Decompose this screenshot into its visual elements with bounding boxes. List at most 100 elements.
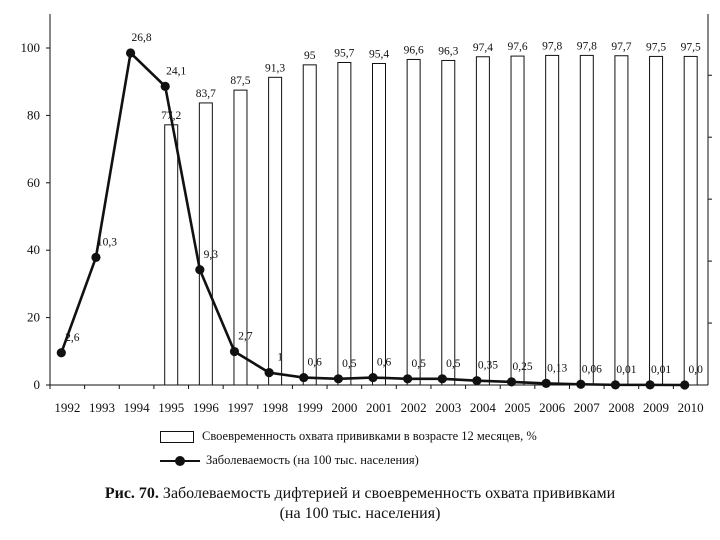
bar-value-label: 95,7 bbox=[334, 47, 354, 59]
incidence-value-label: 2,7 bbox=[238, 331, 253, 343]
bar-value-label: 95 bbox=[304, 50, 316, 62]
bar bbox=[302, 64, 317, 386]
incidence-point bbox=[333, 374, 343, 384]
caption-line2: (на 100 тыс. населения) bbox=[279, 505, 441, 522]
bar bbox=[649, 55, 664, 386]
incidence-point bbox=[680, 380, 690, 390]
incidence-point bbox=[195, 265, 205, 275]
bar bbox=[337, 61, 352, 386]
bar bbox=[233, 89, 248, 386]
bar bbox=[441, 59, 456, 386]
incidence-value-label: 0,0 bbox=[688, 364, 703, 376]
x-tick-label: 1999 bbox=[297, 400, 323, 415]
incidence-value-label: 0,01 bbox=[651, 364, 671, 376]
incidence-point bbox=[576, 379, 586, 389]
incidence-point bbox=[472, 376, 482, 386]
incidence-point bbox=[160, 81, 170, 92]
chart: 0 20 40 60 80 100 1992 1993 1994 1995 1996 1997 1998… bbox=[21, 14, 712, 415]
y-tick-label: 80 bbox=[27, 107, 40, 122]
incidence-value-label: 0,6 bbox=[308, 357, 323, 369]
x-tick-label: 2002 bbox=[401, 400, 427, 415]
incidence-point bbox=[229, 346, 240, 357]
bar bbox=[510, 55, 525, 386]
figure-caption: Рис. 70. Заболеваемость дифтерией и свое… bbox=[0, 484, 720, 503]
bar bbox=[268, 76, 283, 386]
y-tick-label: 40 bbox=[27, 242, 40, 257]
x-tick-label: 2010 bbox=[678, 400, 704, 415]
x-tick-label: 2004 bbox=[470, 400, 497, 415]
x-tick-label: 1992 bbox=[54, 400, 80, 415]
x-tick-label: 1997 bbox=[227, 400, 254, 415]
bar bbox=[614, 55, 629, 386]
incidence-value-label: 0,5 bbox=[411, 358, 426, 370]
x-tick-label: 1996 bbox=[193, 400, 220, 415]
legend-item-incidence: Заболеваемость (на 100 тыс. населения) bbox=[160, 453, 419, 468]
incidence-value-label: 0,13 bbox=[547, 362, 567, 374]
incidence-point bbox=[91, 252, 101, 262]
x-tick-label: 1993 bbox=[89, 400, 115, 415]
y-tick-label: 20 bbox=[27, 310, 40, 325]
bar bbox=[406, 58, 421, 386]
incidence-value-label: 0,35 bbox=[478, 360, 498, 372]
bar-value-label: 97,5 bbox=[646, 41, 666, 53]
legend-bar-label: Своевременность охвата прививками в возр… bbox=[202, 429, 537, 443]
incidence-value-label: 9,3 bbox=[204, 249, 219, 261]
x-tick-label: 2000 bbox=[331, 400, 357, 415]
bar bbox=[475, 56, 490, 386]
caption-text: Заболеваемость дифтерией и своевременнос… bbox=[158, 485, 616, 502]
incidence-point bbox=[610, 380, 621, 390]
bar bbox=[372, 63, 386, 386]
bar-value-label: 97,6 bbox=[507, 41, 527, 53]
incidence-point bbox=[541, 378, 551, 388]
incidence-point bbox=[56, 348, 66, 358]
bar bbox=[198, 102, 213, 386]
incidence-value-label: 0,5 bbox=[446, 358, 461, 370]
incidence-point bbox=[403, 374, 413, 384]
bar-value-label: 96,6 bbox=[404, 44, 424, 56]
x-tick-label: 2006 bbox=[539, 400, 566, 415]
incidence-value-label: 1 bbox=[277, 352, 283, 364]
incidence-value-label: 26,8 bbox=[132, 32, 152, 44]
bar-value-label: 97,4 bbox=[473, 42, 493, 54]
incidence-point bbox=[645, 380, 655, 390]
incidence-point bbox=[299, 372, 309, 383]
x-tick-label: 2007 bbox=[574, 400, 601, 415]
incidence-value-label: 0,25 bbox=[512, 361, 532, 373]
incidence-value-label: 10,3 bbox=[97, 236, 117, 248]
incidence-value-label: 2,6 bbox=[65, 332, 80, 344]
bar bbox=[545, 54, 560, 386]
incidence-value-label: 24,1 bbox=[166, 65, 186, 77]
caption-label: Рис. 70. bbox=[104, 485, 159, 502]
x-tick-label: 2005 bbox=[505, 400, 531, 415]
incidence-value-label: 0,5 bbox=[342, 358, 357, 370]
incidence-value-label: 0,06 bbox=[582, 363, 602, 375]
incidence-point bbox=[368, 372, 378, 383]
incidence-point bbox=[264, 368, 274, 378]
incidence-value-label: 0,01 bbox=[616, 364, 636, 376]
bar-value-label: 97,7 bbox=[611, 41, 631, 53]
bar-value-label: 97,5 bbox=[681, 41, 701, 53]
legend-line-label: Заболеваемость (на 100 тыс. населения) bbox=[206, 453, 419, 467]
y-tick-label: 100 bbox=[21, 40, 41, 55]
bar-value-label: 97,8 bbox=[542, 40, 562, 52]
bar-value-label: 95,4 bbox=[369, 49, 389, 61]
x-tick-label: 1998 bbox=[262, 400, 288, 415]
bar-value-label: 87,5 bbox=[230, 75, 250, 87]
x-tick-label: 2003 bbox=[435, 400, 461, 415]
x-tick-label: 1994 bbox=[124, 400, 151, 415]
bar bbox=[683, 55, 698, 386]
incidence-point bbox=[506, 377, 517, 387]
bar-value-label: 97,8 bbox=[577, 40, 597, 52]
x-tick-label: 2001 bbox=[366, 400, 392, 415]
legend-bar-swatch bbox=[160, 430, 194, 443]
bar-value-label: 83,7 bbox=[196, 88, 216, 100]
x-tick-label: 1995 bbox=[158, 400, 184, 415]
bar-value-label: 96,3 bbox=[438, 45, 458, 57]
bar-value-label: 91,3 bbox=[265, 62, 285, 74]
incidence-value-label: 0,6 bbox=[377, 357, 392, 369]
bar bbox=[579, 54, 594, 386]
incidence-point bbox=[437, 374, 447, 384]
x-tick-label: 2008 bbox=[608, 400, 634, 415]
incidence-point bbox=[125, 48, 136, 58]
y-tick-label: 0 bbox=[34, 377, 41, 392]
